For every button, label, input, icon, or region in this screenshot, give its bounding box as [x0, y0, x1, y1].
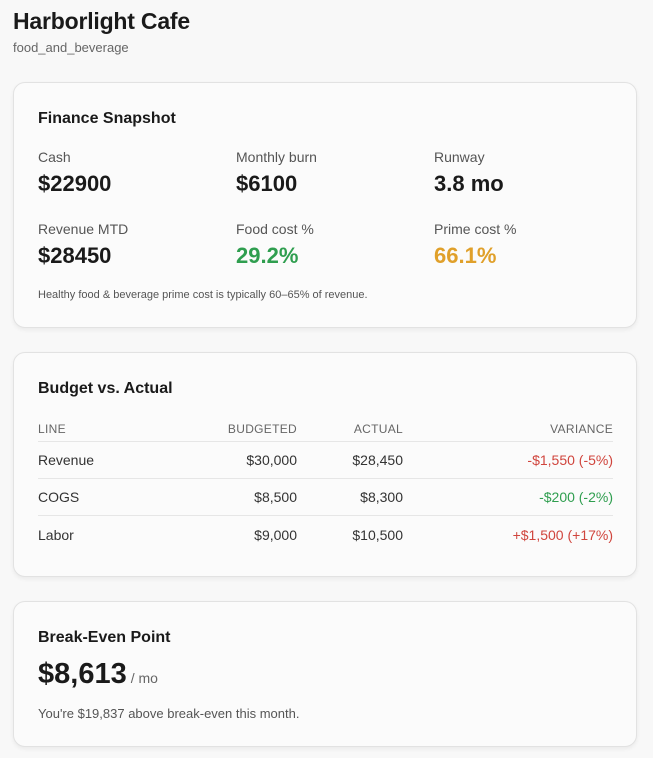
metric-label: Runway — [434, 149, 485, 165]
table-header-row: LINE BUDGETED ACTUAL VARIANCE — [38, 417, 613, 442]
column-header-actual: ACTUAL — [353, 422, 403, 436]
metric-revenue-mtd: Revenue MTD $28450 — [38, 221, 228, 269]
break-even-value: $8,613 — [38, 658, 127, 690]
metric-value: 66.1% — [434, 243, 497, 268]
budget-vs-actual-title: Budget vs. Actual — [38, 380, 173, 397]
table-row: Revenue $30,000 $28,450 -$1,550 (-5%) — [38, 442, 613, 479]
budget-table: LINE BUDGETED ACTUAL VARIANCE Revenue $3… — [38, 417, 613, 553]
metric-runway: Runway 3.8 mo — [434, 149, 624, 197]
metric-cash: Cash $22900 — [38, 149, 228, 197]
metric-label: Monthly burn — [236, 149, 317, 165]
budgeted-cell: $8,500 — [254, 489, 297, 505]
metric-label: Food cost % — [236, 221, 314, 237]
variance-cell: +$1,500 (+17%) — [512, 526, 613, 543]
finance-snapshot-title: Finance Snapshot — [38, 110, 176, 127]
metric-label: Cash — [38, 149, 71, 165]
break-even-figure: $8,613/ mo — [38, 658, 158, 691]
variance-cell: -$200 (-2%) — [539, 489, 613, 505]
finance-snapshot-card: Finance Snapshot Cash $22900 Monthly bur… — [13, 82, 637, 328]
app-category: food_and_beverage — [13, 40, 129, 55]
metric-value: $6100 — [236, 171, 298, 196]
break-even-card: Break-Even Point $8,613/ mo You're $19,8… — [13, 601, 637, 747]
budgeted-cell: $30,000 — [246, 452, 297, 468]
column-header-line: LINE — [38, 422, 66, 436]
actual-cell: $10,500 — [352, 526, 403, 543]
budget-vs-actual-card: Budget vs. Actual LINE BUDGETED ACTUAL V… — [13, 352, 637, 577]
break-even-unit: / mo — [130, 670, 158, 686]
metric-prime-cost: Prime cost % 66.1% — [434, 221, 624, 269]
table-row: COGS $8,500 $8,300 -$200 (-2%) — [38, 479, 613, 516]
metric-food-cost: Food cost % 29.2% — [236, 221, 426, 269]
table-row: Labor $9,000 $10,500 +$1,500 (+17%) — [38, 516, 613, 553]
column-header-budgeted: BUDGETED — [227, 422, 297, 436]
break-even-note: You're $19,837 above break-even this mon… — [38, 706, 300, 721]
actual-cell: $28,450 — [352, 452, 403, 468]
line-cell: Labor — [38, 526, 74, 543]
line-cell: COGS — [38, 489, 80, 505]
metric-monthly-burn: Monthly burn $6100 — [236, 149, 426, 197]
budgeted-cell: $9,000 — [254, 526, 297, 543]
line-cell: Revenue — [38, 452, 95, 468]
break-even-title: Break-Even Point — [38, 629, 171, 646]
app-title: Harborlight Cafe — [13, 8, 190, 34]
prime-cost-note: Healthy food & beverage prime cost is ty… — [38, 289, 368, 301]
actual-cell: $8,300 — [360, 489, 403, 505]
variance-cell: -$1,550 (-5%) — [527, 452, 613, 468]
column-header-variance: VARIANCE — [550, 422, 613, 436]
metric-label: Prime cost % — [434, 221, 517, 237]
metric-value: $28450 — [38, 243, 112, 268]
metric-label: Revenue MTD — [38, 221, 129, 237]
metric-value: 29.2% — [236, 243, 299, 268]
metric-value: 3.8 mo — [434, 171, 504, 196]
metric-value: $22900 — [38, 171, 112, 196]
